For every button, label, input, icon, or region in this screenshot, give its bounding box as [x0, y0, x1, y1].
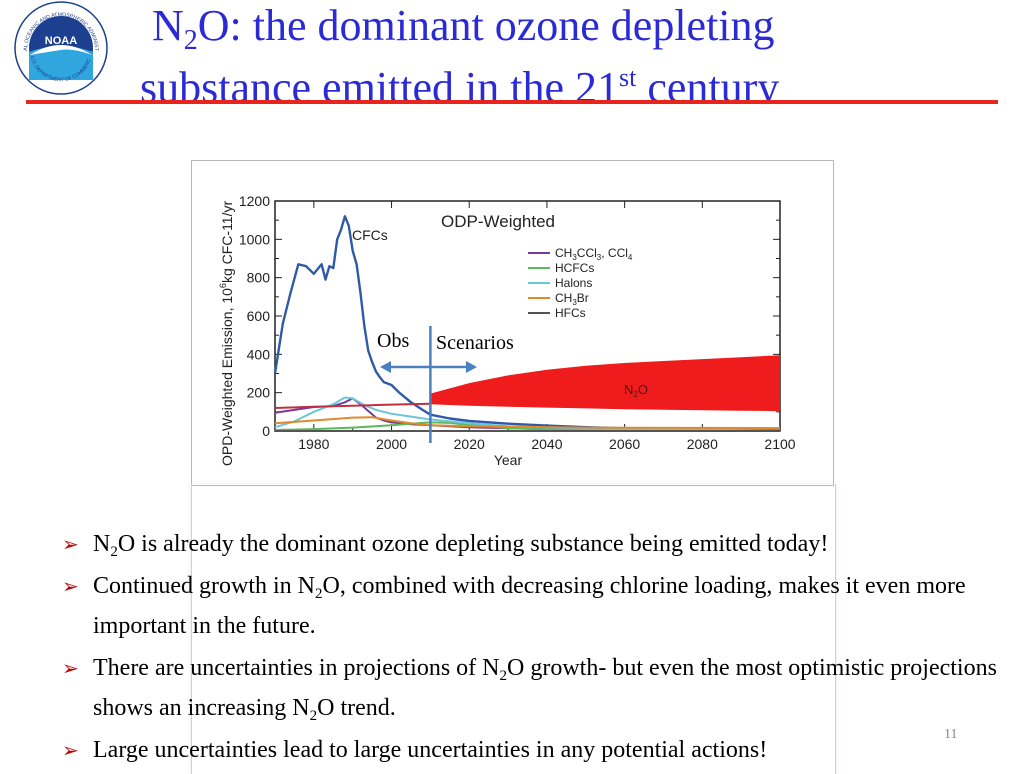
chart-panel: ODP-Weighted OPD-Weighted Emission, 106k… — [191, 160, 834, 486]
emission-chart: ODP-Weighted OPD-Weighted Emission, 106k… — [218, 193, 796, 468]
lower-frame — [191, 484, 836, 774]
scenarios-label: Scenarios — [436, 332, 514, 354]
cfc-label: CFCs — [352, 227, 388, 243]
n2o-scenario-band — [430, 355, 780, 412]
bullet-list: ➢ N2O is already the dominant ozone deple… — [62, 524, 1002, 772]
arrow-bullet-icon: ➢ — [62, 532, 79, 556]
series-line-halons — [274, 396, 781, 432]
legend-label: HCFCs — [555, 261, 594, 275]
arrow-bullet-icon: ➢ — [62, 574, 79, 598]
legend-label: CH3CCl3, CCl4 — [555, 246, 633, 262]
arrow-right-icon — [466, 361, 477, 373]
y-axis-label: OPD-Weighted Emission, 106kg CFC-11/yr — [218, 201, 235, 466]
y-tick-label: 200 — [247, 385, 271, 401]
chart-title: ODP-Weighted — [441, 212, 555, 231]
title-underline — [26, 100, 998, 104]
obs-label: Obs — [377, 330, 409, 352]
bullet-4: ➢ Large uncertainties lead to large uncer… — [62, 730, 1002, 770]
noaa-logo: NOAA NATIONAL OCEANIC AND ATMOSPHERIC AD… — [13, 0, 108, 95]
y-tick-label: 800 — [247, 270, 271, 286]
legend-label: Halons — [555, 276, 592, 290]
noaa-logo-center: NOAA — [45, 35, 77, 47]
legend-label: HFCs — [555, 306, 586, 320]
legend-label: CH3Br — [555, 291, 589, 307]
arrow-left-icon — [380, 361, 391, 373]
x-axis-label: Year — [494, 452, 523, 468]
bullet-1: ➢ N2O is already the dominant ozone deple… — [62, 524, 1002, 564]
x-tick-label: 2080 — [687, 436, 718, 452]
y-tick-label: 600 — [247, 308, 271, 324]
y-tick-label: 1200 — [239, 193, 270, 209]
n2o-band-label: N2O — [624, 382, 648, 399]
x-tick-label: 2020 — [454, 436, 485, 452]
y-tick-label: 400 — [247, 346, 271, 362]
slide-title: N2O: the dominant ozone depleting substa… — [140, 0, 1000, 104]
arrow-bullet-icon: ➢ — [62, 738, 79, 762]
x-tick-label: 2100 — [764, 436, 795, 452]
x-tick-label: 2000 — [376, 436, 407, 452]
x-tick-label: 2040 — [531, 436, 562, 452]
title-line-1: N2O: the dominant ozone depleting — [152, 1, 775, 56]
title-line-2: substance emitted in the 21st century — [140, 63, 780, 104]
arrow-bullet-icon: ➢ — [62, 656, 79, 680]
series-line-n2o — [274, 402, 431, 409]
y-tick-label: 0 — [262, 423, 270, 439]
series-line-ch3br — [274, 416, 781, 430]
series-line-cfcs — [273, 215, 781, 432]
x-tick-label: 1980 — [298, 436, 329, 452]
y-tick-label: 1000 — [239, 231, 270, 247]
bullet-2: ➢ Continued growth in N2O, combined with … — [62, 566, 1002, 646]
page-number: 11 — [944, 727, 958, 742]
bullet-3: ➢ There are uncertainties in projections … — [62, 648, 1002, 728]
series-line-hcfcs — [274, 421, 781, 432]
x-tick-label: 2060 — [609, 436, 640, 452]
